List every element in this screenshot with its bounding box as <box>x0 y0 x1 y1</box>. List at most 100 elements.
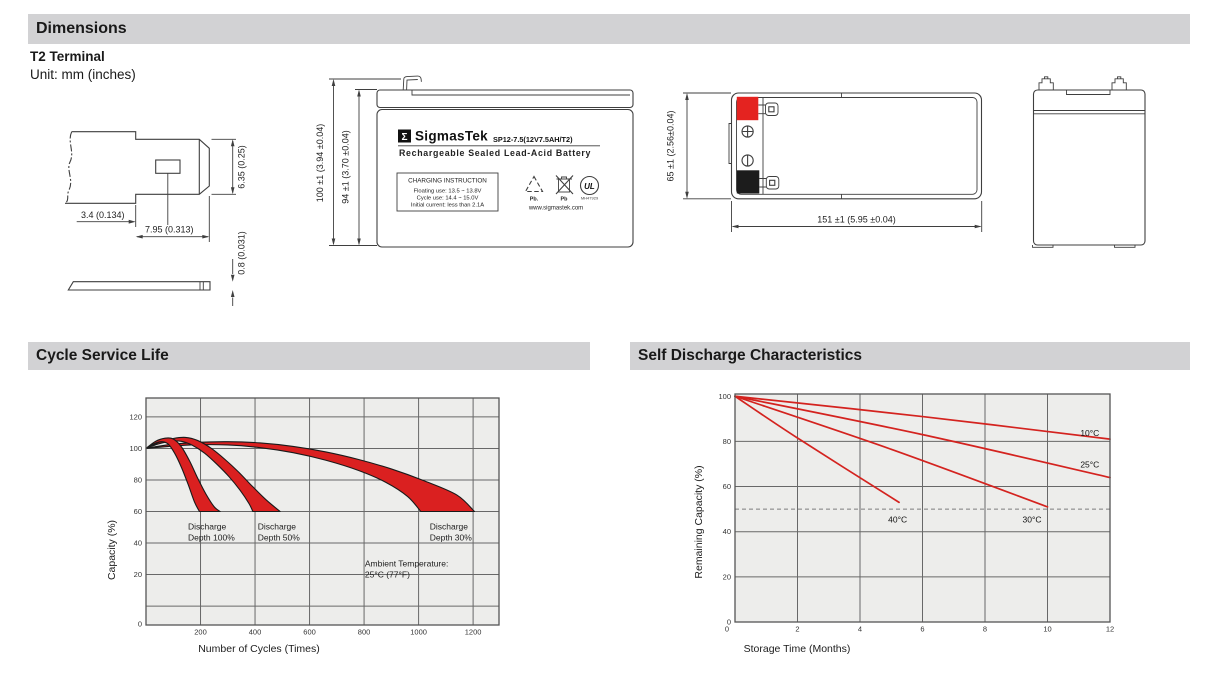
svg-text:80: 80 <box>723 437 731 446</box>
product-type: Rechargeable Sealed Lead-Acid Battery <box>399 148 591 158</box>
svg-text:100: 100 <box>718 392 731 401</box>
battery-end-view <box>1032 76 1146 248</box>
discharge-band <box>145 441 476 513</box>
terminal-type-title: T2 Terminal <box>30 49 105 64</box>
dim-length: 151 ±1 (5.95 ±0.04) <box>817 215 895 225</box>
chart-annotation: Depth 30% <box>430 533 472 543</box>
temperature-line <box>734 395 1111 479</box>
battery-top-view: 65 ±1 (2.56±0.04) 151 ±1 (5.95 ±0.04) <box>666 92 983 232</box>
dim-offset: 3.4 (0.134) <box>81 210 125 220</box>
chart-annotation: Discharge <box>258 522 297 532</box>
positive-symbol-icon <box>741 125 754 138</box>
temperature-label: 40°C <box>888 515 907 525</box>
battery-front-view: 100 ±1 (3.94 ±0.04) 94 ±1 (3.70 ±0.04) Σ… <box>315 75 634 248</box>
recycle-pb-label: Pb. <box>530 197 539 203</box>
model-number: SP12-7.5(12V7.5AH/T2) <box>493 135 573 144</box>
case-inner <box>736 97 978 195</box>
svg-text:8: 8 <box>983 625 987 634</box>
temperature-line <box>734 395 1049 508</box>
terminal-hole <box>155 159 181 174</box>
negative-symbol-icon <box>741 154 754 167</box>
temperature-label: 30°C <box>1023 515 1042 525</box>
dim-total-height: 100 ±1 (3.94 ±0.04) <box>315 124 325 202</box>
chart-annotation: Ambient Temperature: <box>365 559 448 569</box>
x-axis-title: Number of Cycles (Times) <box>198 643 320 655</box>
terminal-side-profile <box>67 281 211 291</box>
terminal-detail-drawing: 3.4 (0.134) 7.95 (0.313) 6.35 (0.25) 0.8… <box>64 131 247 306</box>
self-discharge-chart: 0 2 4 6 8 10 12 0 20 40 60 80 100 40°C 30°C 25°C 10°C Sto… <box>693 392 1114 655</box>
dim-height: 6.35 (0.25) <box>237 145 247 189</box>
dim-thickness: 0.8 (0.031) <box>237 231 247 275</box>
charging-line-2: Cycle use: 14.4 ~ 15.0V <box>417 196 479 202</box>
svg-text:12: 12 <box>1106 625 1114 634</box>
svg-text:100: 100 <box>129 444 142 453</box>
charging-line-3: Initial current: less than 2.1A <box>411 203 484 209</box>
feet <box>1032 245 1136 248</box>
discharge-band <box>145 437 221 513</box>
temperature-line <box>734 395 1111 440</box>
negative-terminal-tab <box>759 176 780 190</box>
website-url: www.sigmastek.com <box>528 206 583 212</box>
terminal-outline <box>65 131 210 204</box>
svg-text:0: 0 <box>138 620 142 629</box>
terminal-right <box>1111 76 1127 90</box>
lid-recess-line <box>411 90 630 96</box>
svg-text:600: 600 <box>303 628 316 637</box>
svg-text:1000: 1000 <box>410 628 427 637</box>
svg-text:10: 10 <box>1043 625 1051 634</box>
svg-text:1200: 1200 <box>465 628 482 637</box>
dim-width: 7.95 (0.313) <box>145 225 194 235</box>
y-axis-title: Remaining Capacity (%) <box>693 465 705 578</box>
battery-body <box>376 108 634 248</box>
ul-mark-text: UL <box>584 182 595 191</box>
svg-text:40: 40 <box>723 527 731 536</box>
charging-title: CHARGING INSTRUCTION <box>408 178 487 185</box>
temperature-line <box>734 395 900 504</box>
temperature-label: 25°C <box>1080 459 1099 469</box>
chart-annotation: Depth 50% <box>258 533 300 543</box>
svg-text:60: 60 <box>134 507 142 516</box>
handle-recess <box>1066 90 1111 95</box>
crossed-bin-icon <box>555 175 574 195</box>
negative-terminal-block <box>736 170 760 194</box>
terminal-left <box>1038 76 1054 90</box>
svg-text:4: 4 <box>858 625 862 634</box>
chart-annotation: 25°C (77°F) <box>365 570 410 580</box>
lid-seam <box>1033 110 1145 115</box>
section-header-cycle-service-life: Cycle Service Life <box>28 342 590 370</box>
flip-handle <box>402 75 422 91</box>
break-line <box>64 131 73 204</box>
svg-text:0: 0 <box>727 618 731 627</box>
sigma-logo: Σ <box>401 132 407 143</box>
case-outer <box>730 92 983 200</box>
recycle-icon <box>524 175 544 193</box>
svg-text:40: 40 <box>134 539 142 548</box>
positive-terminal-tab <box>758 102 779 116</box>
label-charging-box <box>396 172 499 212</box>
plot-frame <box>145 397 500 626</box>
section-header-dimensions: Dimensions <box>28 14 1190 44</box>
chart-annotation: Discharge <box>430 522 469 532</box>
svg-text:200: 200 <box>194 628 207 637</box>
cycle-service-life-chart: 200 400 600 800 1000 1200 0 20 40 60 80 100 120 Disch… <box>106 397 500 655</box>
unit-note: Unit: mm (inches) <box>30 67 136 82</box>
svg-text:2: 2 <box>795 625 799 634</box>
svg-text:20: 20 <box>723 572 731 581</box>
svg-text:80: 80 <box>134 475 142 484</box>
svg-text:6: 6 <box>920 625 924 634</box>
ul-file-number: MH47929 <box>581 196 599 201</box>
svg-text:60: 60 <box>723 482 731 491</box>
svg-text:0: 0 <box>725 625 729 634</box>
ul-mark-icon <box>579 175 600 196</box>
battery-lid <box>376 89 634 109</box>
chart-annotation: Discharge <box>188 522 227 532</box>
plot-frame <box>734 393 1111 623</box>
svg-text:20: 20 <box>134 570 142 579</box>
positive-terminal-block <box>736 96 759 121</box>
section-header-self-discharge: Self Discharge Characteristics <box>630 342 1190 370</box>
svg-text:120: 120 <box>129 412 142 421</box>
svg-text:800: 800 <box>358 628 371 637</box>
temperature-label: 10°C <box>1080 428 1099 438</box>
case-body <box>1032 89 1146 246</box>
